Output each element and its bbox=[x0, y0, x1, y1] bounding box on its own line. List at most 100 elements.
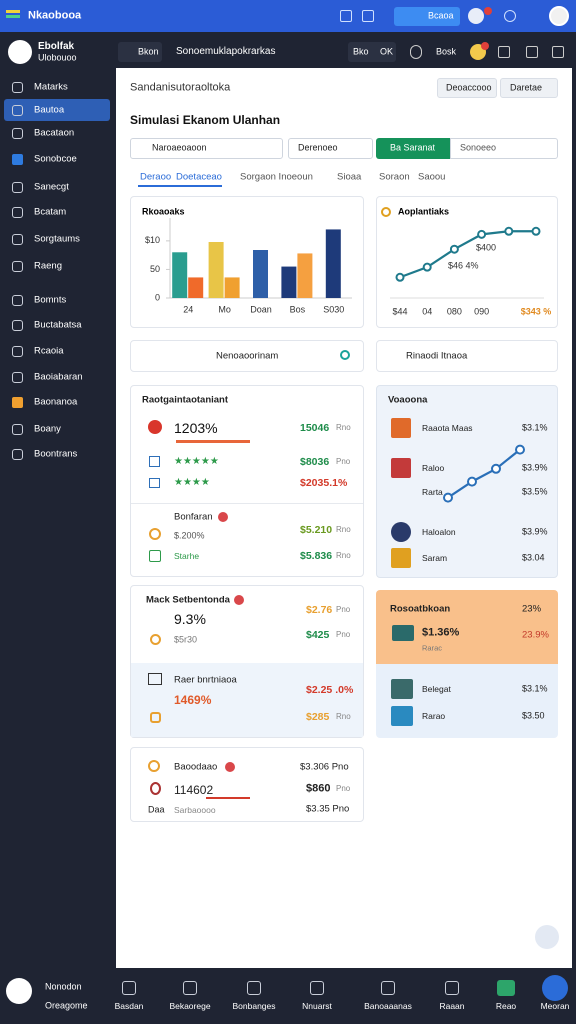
nav-item[interactable]: Raaan bbox=[439, 1000, 465, 1011]
button[interactable] bbox=[437, 78, 497, 98]
sidebar-item[interactable]: Bomnts bbox=[34, 294, 67, 306]
row-sub: $.200% bbox=[174, 530, 205, 541]
row-value: $3.04 bbox=[522, 552, 545, 563]
icon[interactable] bbox=[504, 10, 516, 22]
search[interactable] bbox=[118, 42, 162, 62]
nav-item[interactable]: Banoaaanas bbox=[364, 1000, 412, 1011]
row-label: Belegat bbox=[422, 683, 451, 694]
sidebar-item[interactable]: Boontrans bbox=[34, 448, 78, 460]
point bbox=[515, 444, 525, 455]
underline bbox=[206, 797, 250, 799]
search[interactable] bbox=[348, 42, 396, 62]
x-tick-label: $343 % bbox=[521, 306, 552, 316]
dropdown-label[interactable]: Nenoaoorinam bbox=[216, 350, 279, 362]
sidebar-item[interactable]: Sanecgt bbox=[34, 181, 69, 193]
unit: Pno bbox=[336, 630, 351, 639]
sidebar-item[interactable]: Matarks bbox=[34, 81, 68, 93]
sidebar-item[interactable]: Sonobcoe bbox=[34, 153, 77, 165]
value: $5.210 bbox=[300, 523, 333, 536]
sidebar-item[interactable]: Bautoa bbox=[34, 104, 65, 116]
icon[interactable] bbox=[526, 46, 538, 58]
sidebar-icon bbox=[12, 182, 23, 193]
row-label: Rarta bbox=[422, 486, 443, 497]
line bbox=[447, 448, 521, 499]
button-label[interactable]: Deoaccooo bbox=[446, 82, 492, 93]
avatar[interactable] bbox=[549, 6, 569, 26]
icon[interactable] bbox=[552, 46, 564, 58]
sidebar-item[interactable]: Baonanoa bbox=[34, 396, 78, 408]
value: $285 bbox=[306, 710, 330, 723]
button-label[interactable]: Bcaoa bbox=[428, 10, 454, 21]
brand-logo bbox=[8, 40, 32, 64]
x-tick-label: Doan bbox=[250, 304, 272, 314]
row-value: $3.5% bbox=[522, 486, 548, 497]
avatar-icon[interactable] bbox=[468, 8, 484, 24]
icon bbox=[391, 548, 411, 568]
value: $2035.1% bbox=[300, 476, 348, 489]
select[interactable] bbox=[288, 138, 373, 159]
dropdown[interactable] bbox=[376, 340, 558, 372]
nav-icon bbox=[310, 981, 324, 995]
select-label[interactable]: Derenoeo bbox=[298, 142, 338, 153]
icon bbox=[391, 522, 411, 542]
button[interactable] bbox=[394, 7, 460, 26]
y-tick-label: $10 bbox=[145, 235, 160, 245]
sidebar-icon bbox=[12, 295, 23, 306]
user-name[interactable]: Bosk bbox=[436, 46, 457, 57]
tab[interactable] bbox=[450, 138, 558, 159]
badge bbox=[481, 42, 489, 50]
bar bbox=[172, 252, 188, 298]
tab-label[interactable]: Sonoeeo bbox=[460, 142, 497, 153]
sidebar-item[interactable]: Boany bbox=[34, 423, 61, 435]
search-label[interactable]: OK bbox=[380, 46, 394, 57]
sidebar-item[interactable]: Baoiabaran bbox=[34, 371, 83, 383]
chart: Rkoaoaks 0 50 $10 24 Mo Doan Bos S030 bbox=[142, 206, 352, 314]
nav-item[interactable]: Bekaorege bbox=[169, 1000, 211, 1011]
sidebar-item[interactable]: Sorgtaums bbox=[34, 233, 80, 245]
sidebar-item[interactable]: Buctabatsa bbox=[34, 319, 82, 331]
tab[interactable]: Deraoo bbox=[140, 171, 172, 183]
dropdown-label[interactable]: Rinaodi Itnaoa bbox=[406, 350, 468, 362]
tab[interactable]: Sorgaon Inoeoun bbox=[240, 171, 313, 183]
row-sub: Daa bbox=[148, 804, 165, 815]
tab[interactable]: Soraon bbox=[379, 171, 410, 183]
nav-item[interactable]: Nnuarst bbox=[302, 1000, 332, 1011]
nav-item[interactable]: Reao bbox=[495, 1000, 517, 1011]
divider bbox=[131, 503, 363, 504]
sidebar-item[interactable]: Raeng bbox=[34, 260, 62, 272]
sidebar-icon bbox=[12, 397, 23, 408]
button[interactable] bbox=[376, 138, 450, 159]
icon bbox=[391, 418, 411, 438]
tab[interactable]: Saoou bbox=[418, 171, 446, 183]
select[interactable] bbox=[130, 138, 283, 159]
dropdown[interactable] bbox=[130, 340, 364, 372]
button-label[interactable]: Daretae bbox=[510, 82, 543, 93]
tab[interactable]: Doetaceao bbox=[176, 171, 222, 183]
sidebar-item[interactable]: Bacataon bbox=[34, 127, 75, 139]
icon[interactable] bbox=[498, 46, 510, 58]
nav-item[interactable]: Bonbanges bbox=[232, 1000, 276, 1011]
sidebar-item[interactable]: Bcatam bbox=[34, 206, 67, 218]
fab[interactable] bbox=[535, 925, 559, 949]
card bbox=[130, 196, 364, 328]
icon[interactable] bbox=[410, 45, 422, 59]
point bbox=[395, 272, 405, 282]
logo-icon bbox=[6, 10, 20, 13]
row-sub: Sarbaoooo bbox=[174, 804, 216, 815]
icon[interactable] bbox=[362, 10, 374, 22]
search-label[interactable]: Bko bbox=[353, 46, 369, 57]
tab[interactable]: Sioaa bbox=[337, 171, 362, 183]
x-tick-label: 080 bbox=[447, 306, 462, 316]
annotation: $46 4% bbox=[448, 260, 479, 270]
nav-item[interactable]: Meoran bbox=[540, 1000, 570, 1011]
button[interactable] bbox=[500, 78, 558, 98]
button-label[interactable]: Ba Saranat bbox=[390, 142, 436, 153]
nav-item[interactable]: Basdan bbox=[114, 1000, 144, 1011]
annotation: $400 bbox=[476, 242, 496, 252]
row-value: $3.9% bbox=[522, 526, 548, 537]
search-label[interactable]: Bkon bbox=[138, 46, 159, 57]
sidebar-item[interactable]: Rcaoia bbox=[34, 345, 64, 357]
select-label[interactable]: Naroaeoaoon bbox=[152, 142, 207, 153]
icon[interactable] bbox=[340, 10, 352, 22]
value: $5.836 bbox=[300, 549, 333, 562]
